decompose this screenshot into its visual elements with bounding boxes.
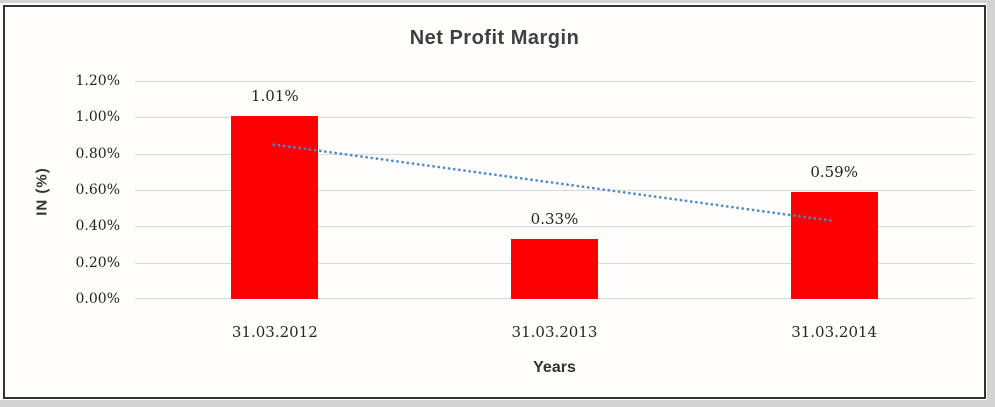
plot-area: 1.01% 0.33% 0.59% [135, 81, 974, 299]
y-tick-label: 0.60% [75, 182, 120, 198]
bar-31-03-2013 [511, 239, 598, 299]
trendline [272, 143, 835, 223]
gridline [135, 154, 974, 155]
bar-31-03-2014 [790, 191, 878, 299]
data-label: 0.33% [530, 210, 579, 229]
chart-frame: Net Profit Margin IN (%) 1.20% 1.00% 0.80%… [3, 5, 986, 399]
x-axis-ticks: 31.03.2012 31.03.2013 31.03.2014 [135, 323, 974, 341]
x-tick-label: 31.03.2014 [791, 323, 878, 341]
gridline [135, 117, 974, 118]
gridline [135, 190, 974, 191]
y-tick-label: 1.00% [75, 109, 120, 126]
y-tick-label: 0.40% [75, 218, 120, 235]
x-tick-label: 31.03.2013 [511, 323, 598, 341]
screen-margin-top [0, 0, 995, 3]
bar-31-03-2012 [231, 115, 319, 299]
gridline [135, 81, 974, 82]
screen-margin-bottom [0, 400, 995, 407]
y-tick-label: 0.00% [75, 291, 120, 307]
data-label: 0.59% [810, 162, 858, 181]
y-tick-label: 1.20% [75, 73, 120, 89]
chart-title: Net Profit Margin [409, 27, 580, 49]
y-axis-ticks: 1.20% 1.00% 0.80% 0.60% 0.40% 0.20% 0.00% [5, 7, 120, 397]
y-tick-label: 0.20% [75, 254, 120, 271]
data-label: 1.01% [251, 86, 299, 105]
y-tick-label: 0.80% [75, 145, 120, 162]
x-axis-title: Years [533, 359, 576, 376]
x-tick-label: 31.03.2012 [231, 323, 318, 341]
gridline [135, 226, 974, 227]
screen-margin-right [987, 0, 995, 407]
